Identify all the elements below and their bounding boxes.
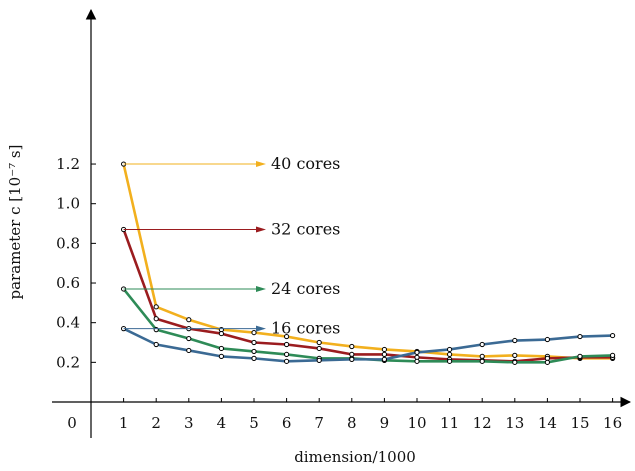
data-point (284, 351, 290, 358)
x-tick-label: 2 (151, 414, 161, 432)
data-point (153, 316, 159, 322)
data-point (186, 335, 192, 342)
series-32-cores (121, 226, 616, 364)
axes (52, 8, 632, 438)
legend-arrow-head (256, 325, 266, 332)
data-point (479, 358, 485, 364)
x-tick-label: 12 (473, 414, 492, 432)
data-point (316, 357, 322, 363)
data-point (512, 359, 518, 365)
data-point (447, 346, 453, 353)
series-line (123, 327, 613, 363)
x-tick-label: 9 (380, 414, 390, 432)
data-point (218, 353, 224, 359)
x-tick-label: 14 (538, 414, 557, 432)
data-point (153, 341, 159, 348)
x-tick-label: 8 (347, 414, 357, 432)
data-point (610, 352, 616, 358)
legend-label: 32 cores (271, 219, 340, 238)
legend-item: 16 cores (123, 319, 340, 338)
x-tick-label: 0 (67, 414, 77, 432)
x-axis-ticks: 0 1 2 3 4 5 6 7 8 9 10 11 12 13 14 15 16 (67, 398, 622, 432)
legend-arrow-head (256, 161, 266, 168)
data-point (447, 351, 453, 358)
x-tick-label: 3 (184, 414, 194, 432)
data-point (349, 356, 355, 362)
data-point (544, 336, 551, 343)
data-point (414, 349, 420, 356)
y-tick-label: 1.2 (56, 155, 80, 173)
data-point (512, 352, 518, 358)
legend-label: 40 cores (271, 154, 340, 173)
x-tick-label: 11 (440, 414, 459, 432)
data-point (414, 358, 420, 364)
y-axis-title: parameter c [10⁻⁷ s] (6, 145, 24, 300)
series-line (122, 229, 613, 363)
data-point (544, 359, 551, 365)
x-axis-title: dimension/1000 (294, 448, 416, 466)
data-point (251, 329, 257, 336)
x-tick-label: 4 (217, 414, 227, 432)
legend-label: 24 cores (271, 279, 340, 298)
data-point (251, 339, 257, 346)
y-tick-label: 0.4 (56, 314, 80, 332)
data-point (251, 348, 257, 355)
y-tick-label: 0.8 (56, 234, 80, 252)
data-point (251, 355, 257, 361)
legend-item: 32 cores (123, 219, 340, 238)
data-point (610, 332, 616, 339)
data-point (284, 333, 290, 340)
legend-arrow-head (256, 226, 266, 233)
legend-item: 24 cores (123, 279, 340, 298)
data-point (479, 341, 485, 348)
y-tick-label: 1.0 (56, 195, 80, 213)
data-point (381, 346, 387, 353)
legend-arrow-head (256, 285, 266, 292)
legend: 40 cores 32 cores 24 cores 16 cores (123, 154, 340, 338)
x-tick-label: 15 (570, 414, 589, 432)
data-point (218, 345, 224, 352)
data-point (153, 304, 159, 310)
y-tick-label: 0.2 (56, 353, 80, 371)
y-axis-ticks: 0.2 0.4 0.6 0.8 1.0 1.2 (56, 155, 96, 371)
data-point (381, 356, 387, 362)
x-tick-label: 10 (407, 414, 426, 432)
x-tick-label: 6 (282, 414, 292, 432)
series-line (122, 163, 613, 360)
series-lines (121, 161, 616, 365)
data-point (349, 343, 355, 350)
x-tick-label: 7 (314, 414, 324, 432)
data-point (577, 333, 583, 340)
data-point (316, 339, 322, 346)
x-tick-label: 13 (505, 414, 524, 432)
y-tick-label: 0.6 (56, 274, 80, 292)
legend-item: 40 cores (123, 154, 340, 173)
data-point (218, 330, 224, 337)
data-point (512, 337, 518, 344)
data-point (284, 358, 290, 364)
data-point (447, 358, 453, 364)
data-point (186, 317, 192, 323)
data-point (381, 351, 387, 358)
data-point (316, 345, 322, 352)
data-point (577, 353, 583, 359)
data-point (186, 347, 192, 354)
series-16-cores (121, 326, 616, 364)
x-tick-label: 5 (249, 414, 259, 432)
legend-label: 16 cores (271, 319, 340, 338)
data-point (284, 341, 290, 348)
x-tick-label: 16 (603, 414, 622, 432)
x-tick-label: 1 (119, 414, 129, 432)
